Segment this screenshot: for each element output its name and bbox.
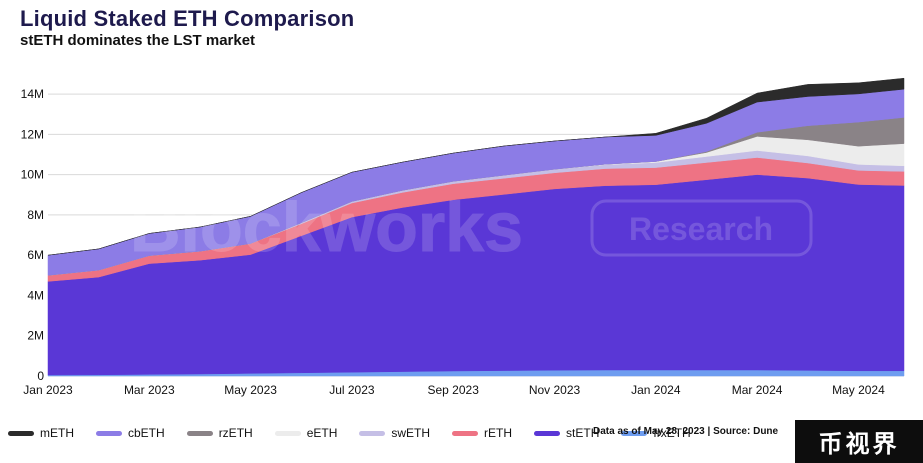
y-tick-label: 8M: [27, 208, 44, 222]
legend-label: frxETH: [653, 426, 691, 440]
legend-label: cbETH: [128, 426, 165, 440]
watermark-badge: Research: [629, 211, 773, 247]
watermark: Blockworks Research: [130, 188, 813, 267]
x-tick-label: May 2024: [832, 383, 885, 397]
legend-item-sweth[interactable]: swETH: [359, 426, 430, 440]
x-axis-ticks: Jan 2023 Mar 2023 May 2023 Jul 2023 Sep 2023…: [23, 383, 885, 397]
y-tick-label: 4M: [27, 288, 44, 302]
x-tick-label: Nov 2023: [529, 383, 581, 397]
watermark-badge-frame: [590, 199, 813, 257]
legend-item-meth[interactable]: mETH: [8, 426, 74, 440]
stacked-area-chart: Blockworks Research 0 2M 4M 6M 8M 10M 12M 14M J…: [21, 77, 905, 397]
x-tick-label: Jan 2024: [631, 383, 681, 397]
legend-label: rzETH: [218, 426, 253, 440]
y-axis-ticks: 0 2M 4M 6M 8M 10M 12M 14M: [21, 87, 45, 383]
legend-swatch: [359, 430, 386, 436]
x-tick-label: Jan 2023: [23, 383, 73, 397]
area-meth: [47, 77, 905, 256]
legend-swatch: [186, 430, 213, 436]
chart-subtitle: stETH dominates the LST market: [20, 32, 256, 49]
source-note: Data as of May 28, 2023 | Source: Dune: [593, 426, 779, 437]
legend-swatch: [534, 430, 561, 436]
legend-swatch: [621, 430, 648, 436]
legend-label: swETH: [391, 426, 431, 440]
x-tick-label: May 2023: [224, 383, 277, 397]
legend-item-frxeth[interactable]: frxETH: [621, 426, 691, 440]
legend-label: mETH: [40, 426, 74, 440]
x-tick-label: Mar 2024: [732, 383, 783, 397]
legend-item-rzeth[interactable]: rzETH: [186, 426, 253, 440]
y-tick-label: 6M: [27, 248, 44, 262]
legend-item-cbeth[interactable]: cbETH: [96, 426, 165, 440]
legend-item-eeth[interactable]: eETH: [274, 426, 338, 440]
x-tick-label: Mar 2023: [124, 383, 175, 397]
legend: mETH cbETH rzETH eETH swETH rETH stETH frxETH: [8, 425, 713, 441]
legend-swatch: [274, 430, 301, 436]
y-tick-label: 2M: [27, 329, 44, 343]
x-tick-label: Sep 2023: [428, 383, 480, 397]
legend-swatch: [452, 430, 479, 436]
legend-swatch: [96, 430, 122, 436]
legend-swatch: [8, 430, 34, 436]
corner-badge: 币视界: [795, 420, 923, 463]
legend-label: eETH: [306, 426, 338, 440]
y-tick-label: 0: [37, 369, 44, 383]
legend-label: rETH: [484, 426, 513, 440]
y-tick-label: 14M: [21, 87, 44, 101]
legend-item-steth[interactable]: stETH: [534, 426, 599, 440]
y-tick-label: 12M: [21, 127, 44, 141]
x-tick-label: Jul 2023: [329, 383, 375, 397]
legend-label: stETH: [566, 426, 600, 440]
area-series: [47, 77, 905, 377]
y-tick-label: 10M: [21, 168, 44, 182]
watermark-brand: Blockworks: [130, 188, 523, 266]
legend-item-reth[interactable]: rETH: [452, 426, 512, 440]
chart-title: Liquid Staked ETH Comparison: [20, 6, 355, 31]
